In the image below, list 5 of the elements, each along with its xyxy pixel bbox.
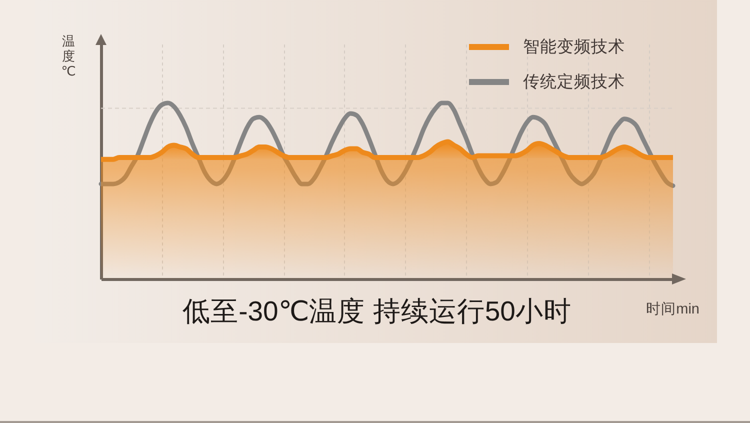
text: 低至-30℃温度 持续运行50小时 xyxy=(182,296,572,326)
legend-label: 智能变频技术 xyxy=(523,37,625,56)
x-axis-title: 时间min xyxy=(646,300,700,318)
y-axis-title: 温度℃ xyxy=(61,34,76,78)
legend-label: 传统定频技术 xyxy=(523,72,625,91)
